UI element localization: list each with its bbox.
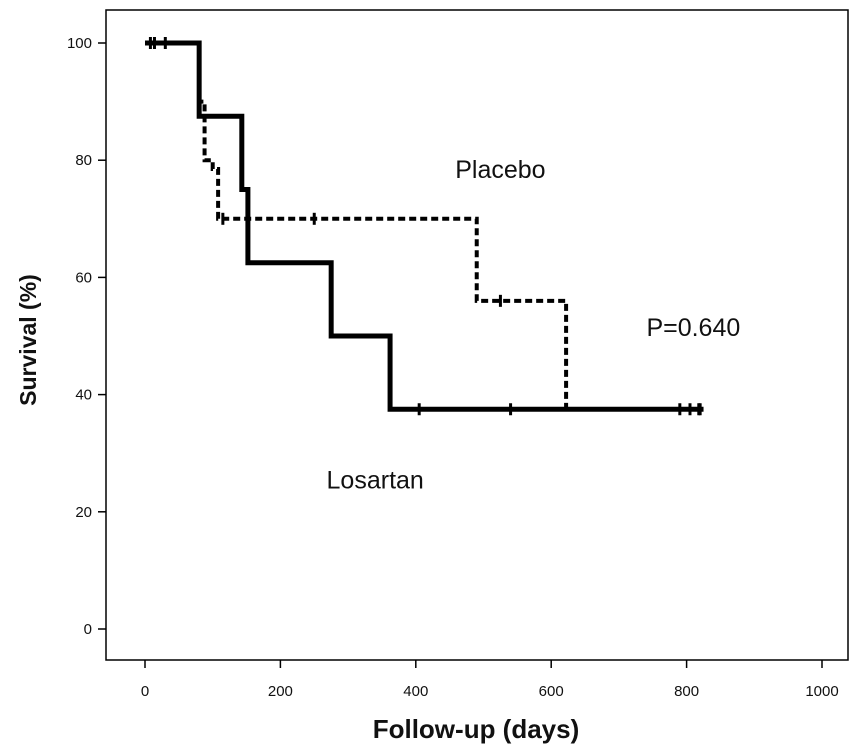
x-tick-label: 800	[674, 683, 699, 700]
x-tick-label: 1000	[805, 683, 838, 700]
annotation-placebo-label: Placebo	[455, 156, 545, 184]
y-tick-label: 80	[75, 152, 92, 169]
y-tick-label: 0	[84, 621, 92, 638]
y-tick-label: 40	[75, 387, 92, 404]
y-axis: 0 20 40 60 80 100	[67, 35, 106, 638]
annotation-losartan-label: Losartan	[327, 466, 424, 494]
annotation-layer: Placebo P=0.640 Losartan	[327, 156, 741, 495]
series-losartan	[145, 37, 704, 416]
x-tick-label: 200	[268, 683, 293, 700]
series-line-placebo	[145, 41, 704, 412]
y-axis-title: Survival (%)	[15, 274, 41, 406]
x-axis: 0 200 400 600 800 1000	[141, 660, 839, 700]
x-tick-label: 600	[539, 683, 564, 700]
annotation-pvalue: P=0.640	[646, 314, 740, 342]
series-line-losartan	[145, 40, 704, 412]
series-layer	[145, 37, 704, 416]
plot-border	[105, 9, 849, 661]
y-tick-label: 60	[75, 269, 92, 286]
x-tick-label: 0	[141, 683, 149, 700]
y-tick-label: 20	[75, 504, 92, 521]
y-tick-label: 100	[67, 35, 92, 52]
series-placebo	[145, 41, 704, 416]
x-tick-label: 400	[403, 683, 428, 700]
x-axis-title: Follow-up (days)	[373, 714, 580, 744]
plot-frame	[105, 9, 849, 661]
